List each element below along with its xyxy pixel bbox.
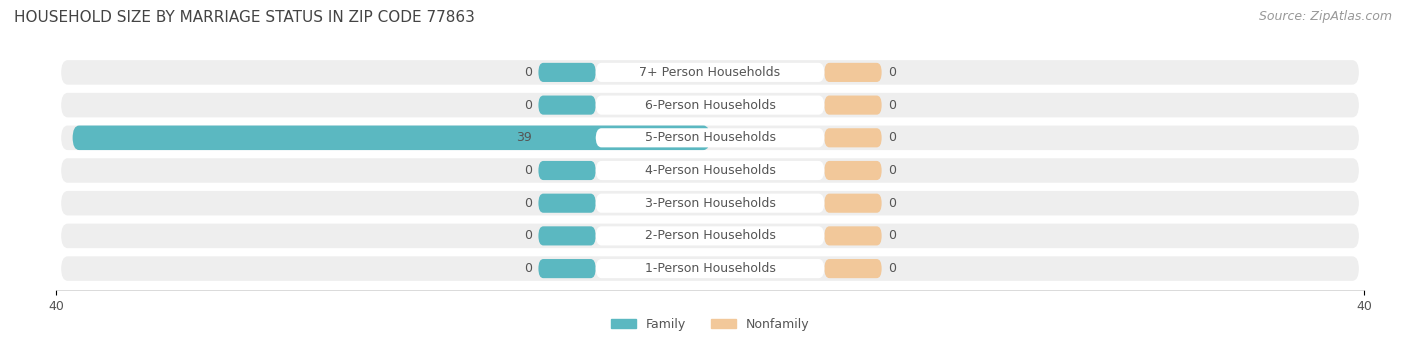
- Text: 5-Person Households: 5-Person Households: [644, 131, 776, 144]
- Text: 0: 0: [889, 66, 896, 79]
- FancyBboxPatch shape: [538, 194, 596, 213]
- Text: 1-Person Households: 1-Person Households: [644, 262, 776, 275]
- FancyBboxPatch shape: [824, 194, 882, 213]
- FancyBboxPatch shape: [596, 128, 824, 147]
- FancyBboxPatch shape: [596, 63, 824, 82]
- Text: 6-Person Households: 6-Person Households: [644, 99, 776, 112]
- Text: 0: 0: [524, 164, 531, 177]
- FancyBboxPatch shape: [538, 226, 596, 246]
- FancyBboxPatch shape: [60, 191, 1360, 216]
- FancyBboxPatch shape: [60, 93, 1360, 117]
- FancyBboxPatch shape: [596, 95, 824, 115]
- Text: HOUSEHOLD SIZE BY MARRIAGE STATUS IN ZIP CODE 77863: HOUSEHOLD SIZE BY MARRIAGE STATUS IN ZIP…: [14, 10, 475, 25]
- Text: 0: 0: [524, 99, 531, 112]
- Text: 0: 0: [524, 229, 531, 242]
- Text: 7+ Person Households: 7+ Person Households: [640, 66, 780, 79]
- Text: 39: 39: [516, 131, 531, 144]
- Text: 0: 0: [889, 164, 896, 177]
- FancyBboxPatch shape: [538, 63, 596, 82]
- Text: 0: 0: [889, 262, 896, 275]
- FancyBboxPatch shape: [538, 161, 596, 180]
- FancyBboxPatch shape: [60, 158, 1360, 183]
- FancyBboxPatch shape: [73, 125, 710, 150]
- Text: 0: 0: [524, 66, 531, 79]
- Text: Source: ZipAtlas.com: Source: ZipAtlas.com: [1258, 10, 1392, 23]
- Text: 0: 0: [889, 131, 896, 144]
- Text: 0: 0: [524, 262, 531, 275]
- FancyBboxPatch shape: [824, 161, 882, 180]
- FancyBboxPatch shape: [596, 161, 824, 180]
- FancyBboxPatch shape: [60, 256, 1360, 281]
- FancyBboxPatch shape: [824, 95, 882, 115]
- FancyBboxPatch shape: [596, 259, 824, 278]
- Text: 4-Person Households: 4-Person Households: [644, 164, 776, 177]
- FancyBboxPatch shape: [824, 226, 882, 246]
- FancyBboxPatch shape: [60, 60, 1360, 85]
- Text: 0: 0: [889, 99, 896, 112]
- FancyBboxPatch shape: [596, 226, 824, 246]
- FancyBboxPatch shape: [824, 63, 882, 82]
- FancyBboxPatch shape: [824, 259, 882, 278]
- FancyBboxPatch shape: [824, 128, 882, 147]
- FancyBboxPatch shape: [60, 125, 1360, 150]
- Text: 3-Person Households: 3-Person Households: [644, 197, 776, 210]
- FancyBboxPatch shape: [60, 224, 1360, 248]
- FancyBboxPatch shape: [596, 194, 824, 213]
- Legend: Family, Nonfamily: Family, Nonfamily: [606, 313, 814, 336]
- Text: 0: 0: [889, 229, 896, 242]
- Text: 0: 0: [889, 197, 896, 210]
- FancyBboxPatch shape: [538, 259, 596, 278]
- Text: 2-Person Households: 2-Person Households: [644, 229, 776, 242]
- Text: 0: 0: [524, 197, 531, 210]
- FancyBboxPatch shape: [538, 128, 596, 147]
- FancyBboxPatch shape: [538, 95, 596, 115]
